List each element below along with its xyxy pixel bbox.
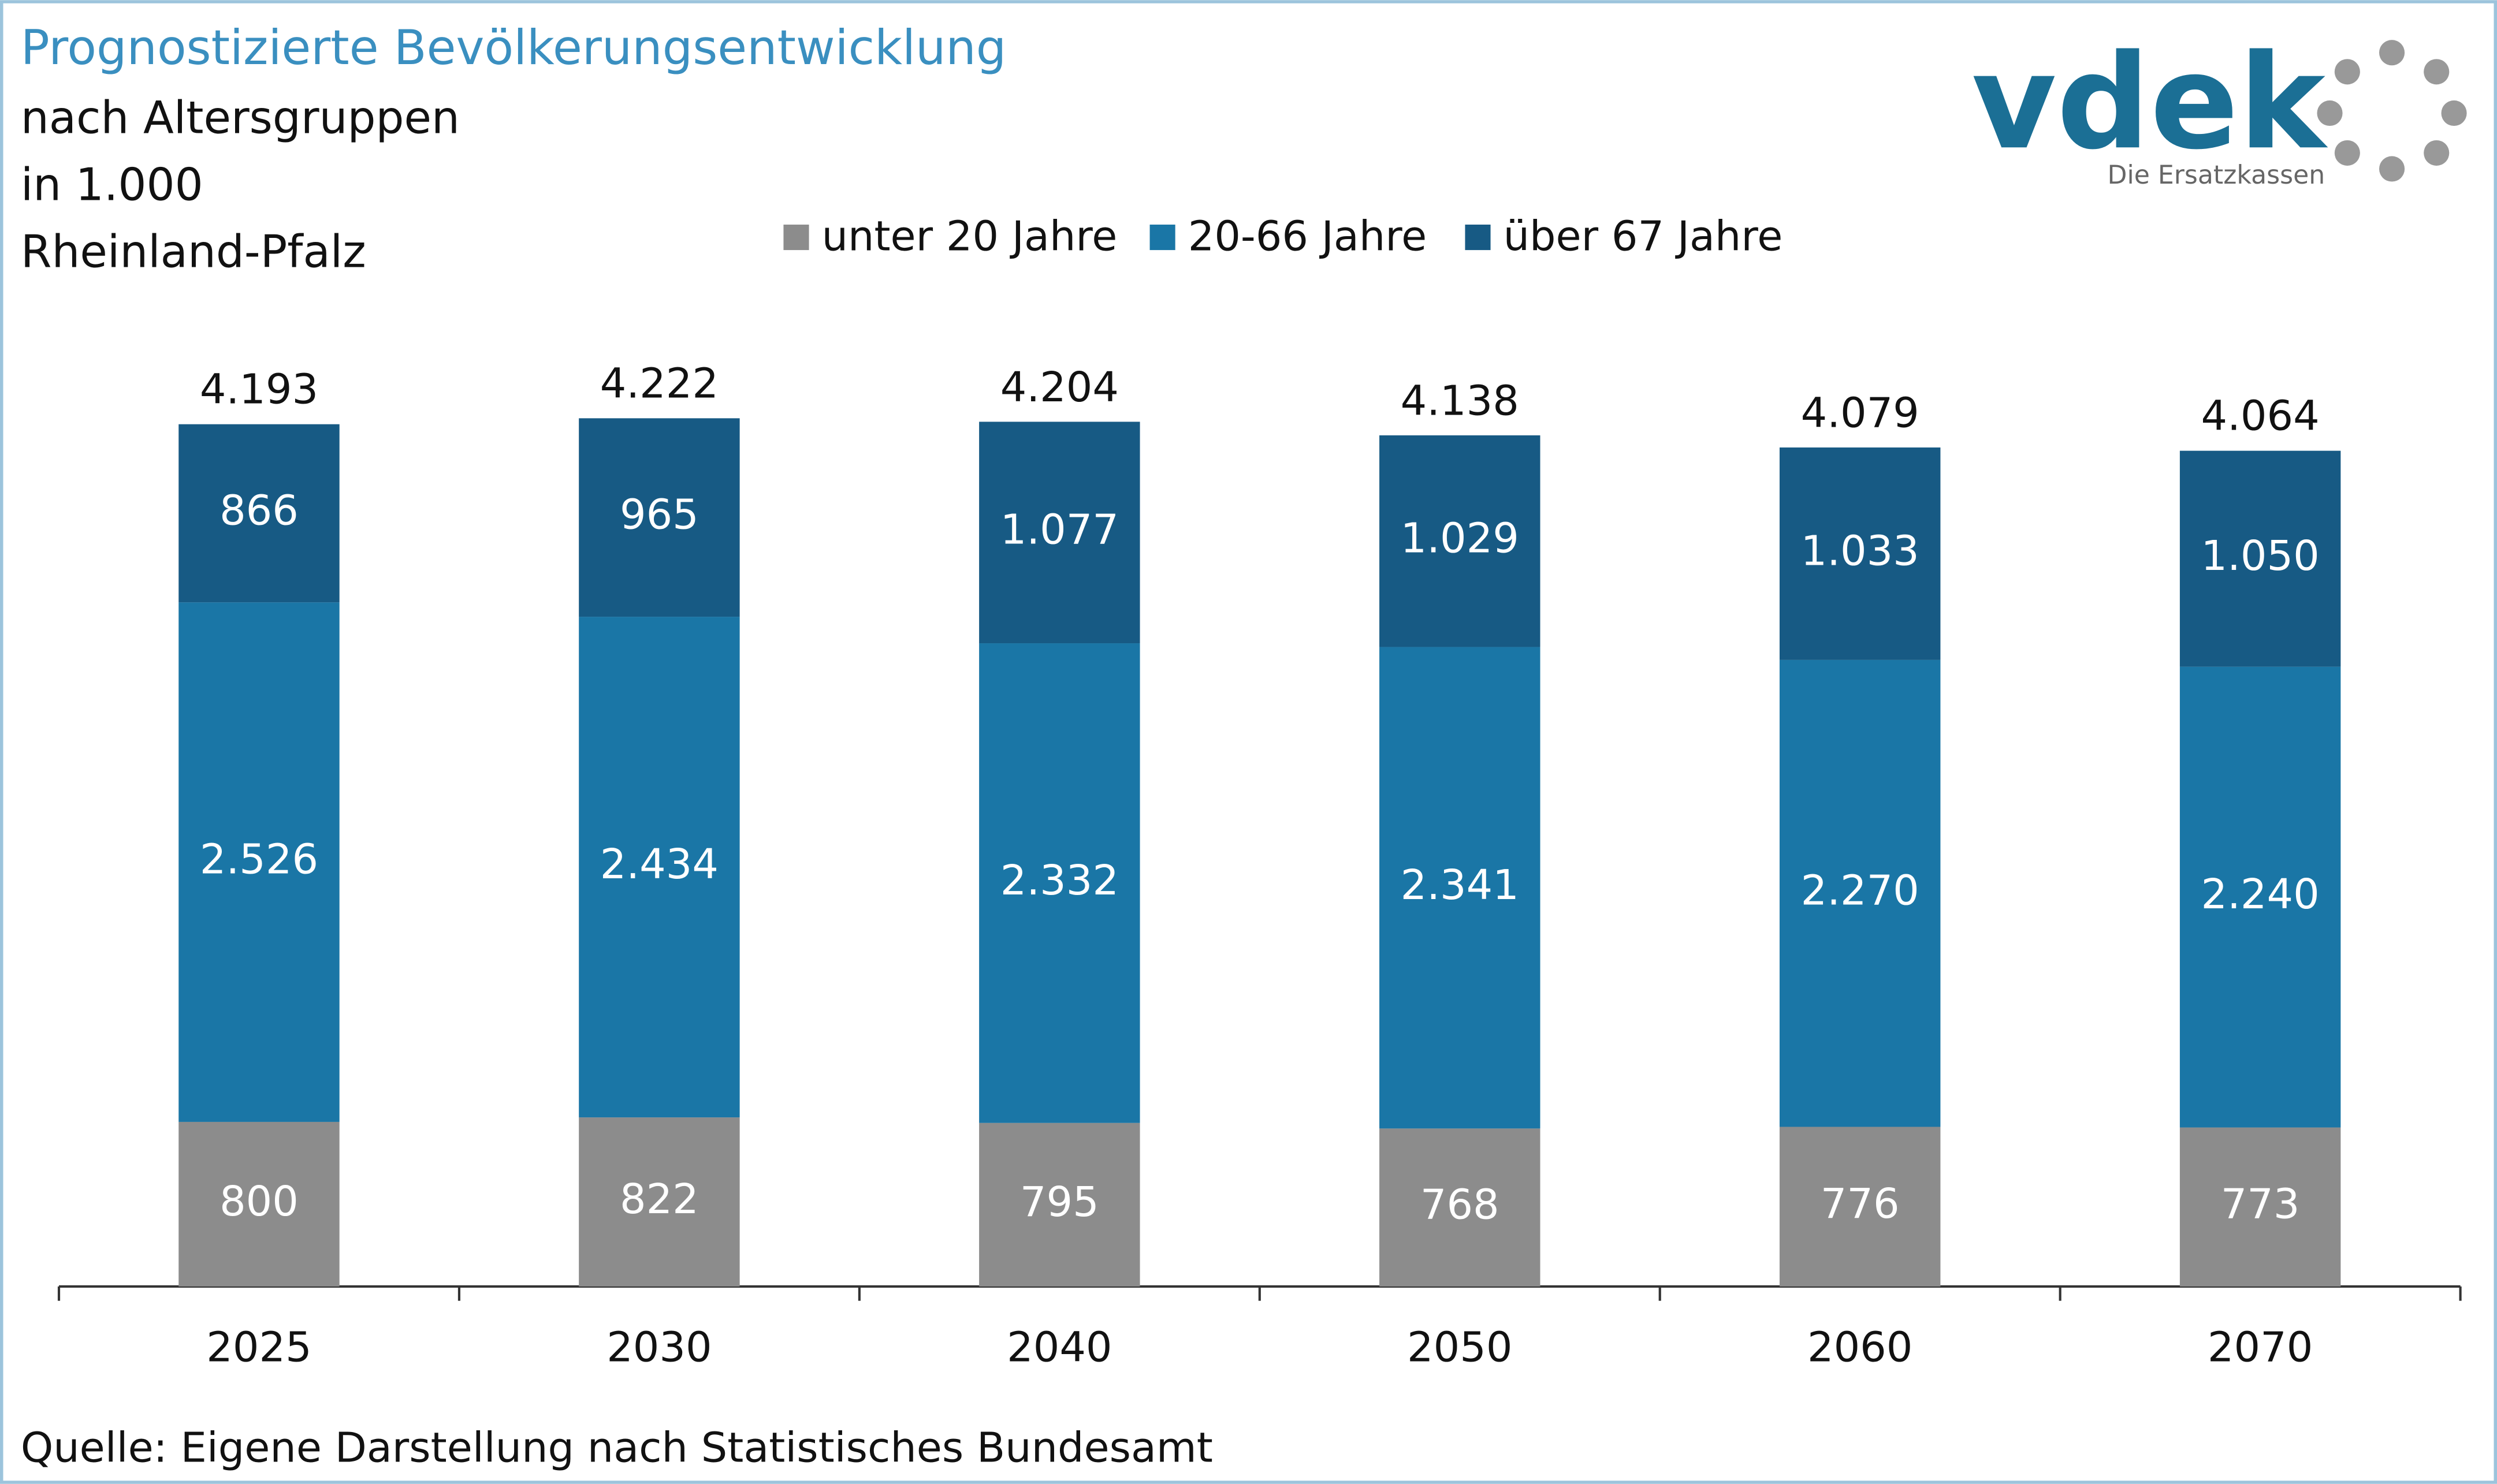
- data-label: 2.341: [1401, 860, 1519, 909]
- data-label: 1.033: [1801, 526, 1919, 575]
- legend-label: 20-66 Jahre: [1188, 211, 1427, 260]
- data-label: 1.029: [1401, 514, 1519, 562]
- total-label: 4.079: [1801, 388, 1919, 437]
- total-label: 4.204: [1000, 363, 1119, 411]
- data-label: 768: [1420, 1180, 1499, 1229]
- bar-segment: [2179, 666, 2341, 1128]
- logo-ring: [2317, 40, 2467, 182]
- logo: vdek: [1971, 27, 2328, 178]
- chart-title: Prognostizierte Bevölkerungsentwicklung: [21, 20, 1006, 76]
- bar-segment: [1379, 647, 1540, 1129]
- source: Quelle: Eigene Darstellung nach Statisti…: [21, 1423, 1213, 1471]
- bar-segment: [2179, 1127, 2341, 1287]
- data-label: 795: [1020, 1177, 1099, 1226]
- subtitle: Rheinland-Pfalz: [21, 226, 366, 278]
- data-label: 2.434: [600, 840, 719, 888]
- legend-swatch: [1149, 224, 1175, 251]
- bar-segment: [178, 424, 340, 603]
- total-label: 4.193: [200, 365, 318, 413]
- bar-segment: [1779, 659, 1941, 1127]
- data-label: 2.270: [1801, 866, 1919, 915]
- x-tick-label: 2050: [1407, 1323, 1512, 1371]
- total-label: 4.222: [600, 359, 719, 407]
- bar-segment: [178, 602, 340, 1122]
- data-label: 965: [620, 490, 699, 539]
- data-label: 2.332: [1000, 856, 1119, 904]
- bar-segment: [579, 617, 740, 1118]
- data-label: 773: [2221, 1180, 2300, 1228]
- bar-segment: [2179, 450, 2341, 667]
- data-label: 776: [1821, 1179, 1900, 1228]
- x-tick-label: 2030: [606, 1323, 712, 1371]
- data-label: 822: [620, 1174, 699, 1223]
- bar-segment: [1779, 447, 1941, 660]
- legend-swatch: [783, 224, 809, 251]
- bar-segment: [979, 643, 1140, 1123]
- bar-segment: [1379, 435, 1540, 647]
- data-label: 1.050: [2201, 531, 2320, 580]
- bar-segment: [1779, 1127, 1941, 1287]
- legend-label: unter 20 Jahre: [822, 211, 1118, 260]
- bar-segment: [1379, 1128, 1540, 1287]
- bar-segment: [979, 1123, 1140, 1287]
- bar-segment: [579, 418, 740, 617]
- x-tick-label: 2040: [1007, 1323, 1112, 1371]
- bar-segment: [579, 1117, 740, 1287]
- legend-label: über 67 Jahre: [1504, 211, 1783, 260]
- bar-segment: [979, 422, 1140, 644]
- data-label: 866: [219, 486, 299, 534]
- bar-segment: [178, 1121, 340, 1287]
- subtitle: in 1.000: [21, 159, 203, 211]
- total-label: 4.064: [2201, 391, 2320, 440]
- data-label: 2.240: [2201, 870, 2320, 918]
- logo-tagline: Die Ersatzkassen: [2108, 161, 2325, 190]
- total-label: 4.138: [1401, 376, 1519, 424]
- data-label: 1.077: [1000, 505, 1119, 554]
- x-tick-label: 2060: [1807, 1323, 1912, 1371]
- data-label: 2.526: [200, 835, 318, 883]
- subtitle: nach Altersgruppen: [21, 92, 460, 144]
- x-tick-label: 2070: [2208, 1323, 2313, 1371]
- legend-swatch: [1465, 224, 1491, 251]
- data-label: 800: [219, 1177, 299, 1225]
- x-tick-label: 2025: [206, 1323, 311, 1371]
